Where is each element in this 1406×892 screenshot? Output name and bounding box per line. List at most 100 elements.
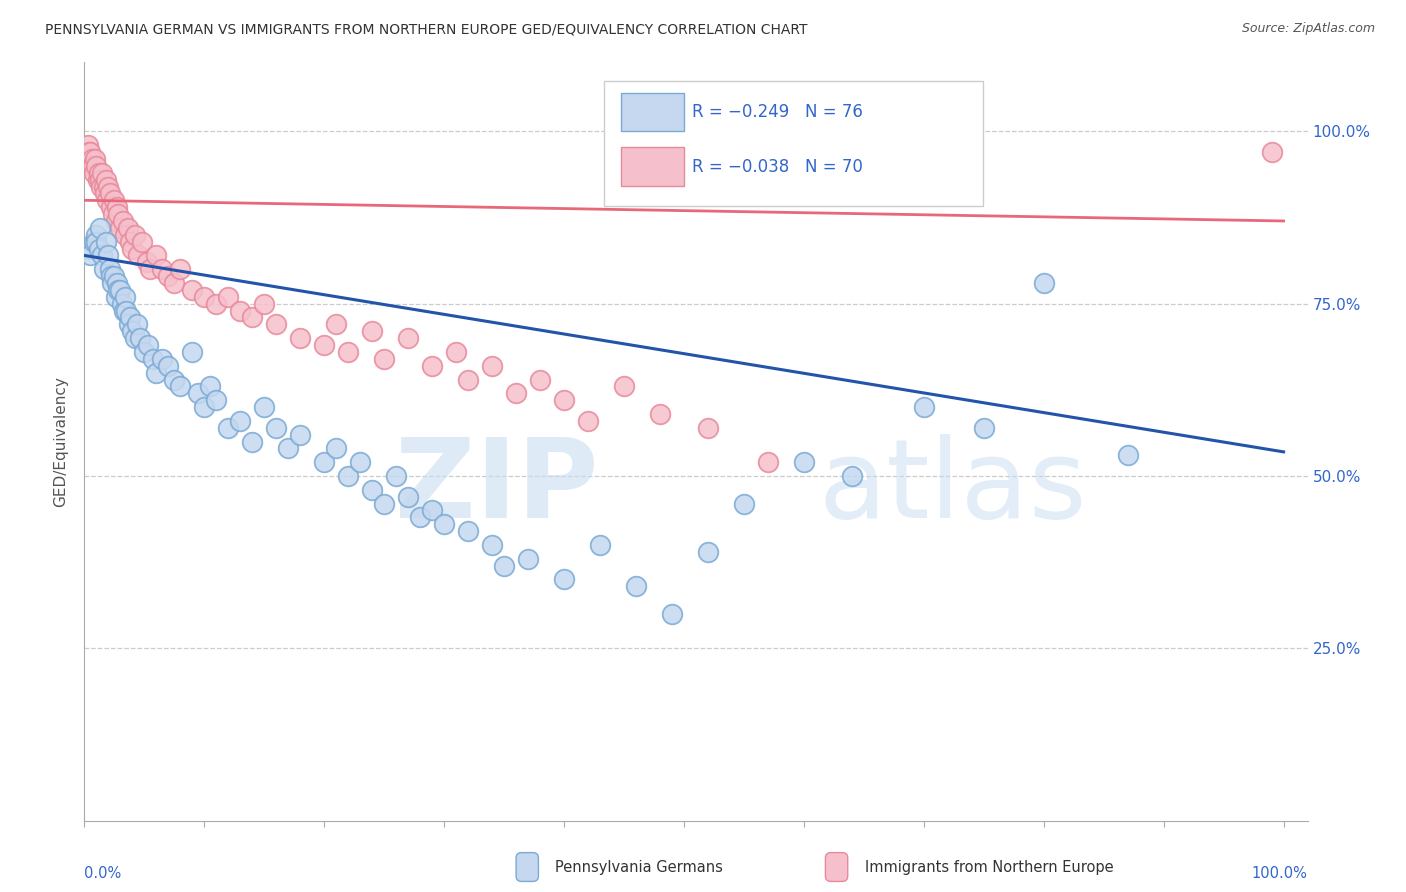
Point (118, 235, 141, 249)
Point (1116, 448, 1139, 462)
Point (648, 407, 671, 421)
Point (79, 145, 101, 159)
Point (396, 490, 419, 504)
Text: R = −0.038   N = 70: R = −0.038 N = 70 (692, 158, 863, 176)
Point (135, 255, 157, 269)
Text: R = −0.249   N = 76: R = −0.249 N = 76 (692, 103, 863, 120)
Point (136, 338, 159, 352)
Point (111, 214, 134, 228)
Point (337, 469, 360, 483)
Point (420, 359, 443, 373)
Point (150, 262, 173, 277)
Point (83, 235, 105, 249)
Point (127, 248, 149, 262)
Point (101, 276, 124, 290)
Point (142, 351, 165, 366)
Point (589, 538, 612, 552)
Point (277, 442, 299, 456)
Point (104, 214, 127, 228)
Point (661, 607, 683, 621)
Point (217, 421, 239, 435)
Point (117, 220, 139, 235)
Point (89, 220, 111, 235)
Point (79, 248, 101, 262)
Point (373, 497, 395, 511)
Point (86, 172, 108, 186)
Point (91, 166, 114, 180)
FancyBboxPatch shape (621, 147, 683, 186)
Point (205, 296, 228, 310)
Point (314, 338, 336, 352)
Point (128, 331, 150, 345)
Point (253, 296, 276, 310)
Point (253, 400, 276, 414)
Point (110, 296, 132, 310)
Point (118, 318, 141, 332)
Point (127, 318, 149, 332)
Point (553, 573, 575, 587)
Point (90, 179, 112, 194)
Point (86, 235, 108, 249)
Point (373, 351, 395, 366)
Text: ZIP: ZIP (395, 434, 598, 541)
Point (107, 283, 129, 297)
Point (87, 166, 110, 180)
Text: Immigrants from Northern Europe: Immigrants from Northern Europe (865, 860, 1114, 874)
Point (107, 207, 129, 221)
Point (103, 269, 125, 284)
Point (98, 262, 121, 277)
Text: Source: ZipAtlas.com: Source: ZipAtlas.com (1241, 22, 1375, 36)
Point (145, 248, 167, 262)
Point (118, 310, 141, 325)
Point (82, 159, 104, 173)
Point (361, 324, 384, 338)
Point (96, 194, 118, 208)
Point (613, 379, 636, 393)
Point (200, 379, 222, 393)
Text: 0.0%: 0.0% (84, 866, 121, 881)
Point (163, 276, 186, 290)
Text: PENNSYLVANIA GERMAN VS IMMIGRANTS FROM NORTHERN EUROPE GED/EQUIVALENCY CORRELATI: PENNSYLVANIA GERMAN VS IMMIGRANTS FROM N… (45, 22, 807, 37)
Point (396, 331, 419, 345)
Point (444, 345, 467, 359)
Point (80, 152, 103, 166)
Point (103, 194, 125, 208)
Point (124, 227, 146, 242)
Point (79, 242, 101, 256)
Point (457, 372, 479, 386)
Point (86, 159, 108, 173)
Point (457, 524, 479, 538)
Point (240, 434, 263, 449)
Point (264, 318, 287, 332)
Point (110, 283, 132, 297)
Point (97, 248, 120, 262)
Point (325, 318, 347, 332)
Point (553, 393, 575, 408)
Point (169, 379, 191, 393)
Point (325, 442, 347, 456)
Point (87, 242, 110, 256)
Point (529, 372, 551, 386)
FancyBboxPatch shape (605, 81, 983, 207)
Point (150, 351, 173, 366)
Point (163, 372, 186, 386)
Point (624, 579, 647, 593)
Point (290, 427, 312, 442)
FancyBboxPatch shape (621, 93, 683, 131)
Point (433, 517, 456, 532)
Point (290, 331, 312, 345)
Point (145, 366, 167, 380)
Point (121, 324, 143, 338)
Point (139, 262, 162, 277)
Point (205, 393, 228, 408)
Text: Pennsylvania Germans: Pennsylvania Germans (555, 860, 723, 874)
Point (181, 283, 204, 297)
Point (314, 455, 336, 469)
Text: atlas: atlas (818, 434, 1087, 541)
Point (481, 538, 503, 552)
Point (77, 138, 100, 153)
Point (517, 551, 540, 566)
Point (973, 421, 995, 435)
Point (481, 359, 503, 373)
Point (409, 510, 432, 524)
